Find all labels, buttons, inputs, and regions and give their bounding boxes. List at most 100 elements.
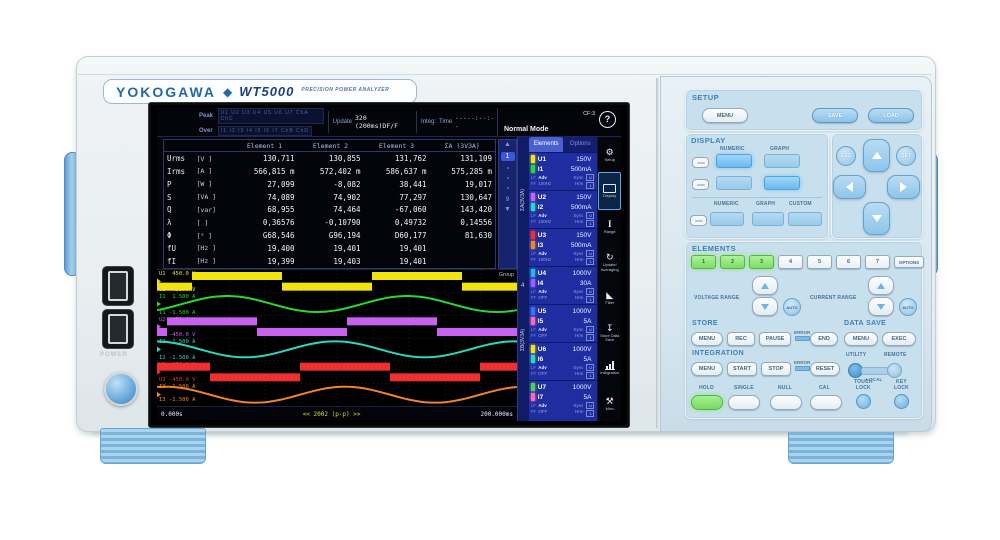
rail-item-range[interactable]: I Range: [598, 210, 621, 245]
data-save-menu-button[interactable]: MENU: [844, 332, 878, 346]
up-arrow-button[interactable]: [863, 139, 890, 172]
page-down-icon[interactable]: ▼: [504, 206, 511, 213]
element-button-2[interactable]: 2: [720, 255, 745, 269]
right-arrow-button[interactable]: [887, 175, 920, 199]
element-button-6[interactable]: 6: [836, 255, 861, 269]
numeric-label-3: NUMERIC: [714, 201, 739, 207]
left-arrow-button[interactable]: [833, 175, 866, 199]
element-button-3[interactable]: 3: [749, 255, 774, 269]
brand-diamond-icon: ◆: [223, 84, 233, 99]
down-arrow-icon: [871, 215, 882, 222]
single-button[interactable]: [728, 395, 760, 410]
rail-item-filter[interactable]: ◣ Filter: [598, 280, 621, 315]
voltage-up-button[interactable]: [752, 276, 778, 295]
numeric-button-3[interactable]: [710, 212, 744, 226]
voltage-down-button[interactable]: [752, 297, 778, 316]
left-arrow-icon: [846, 182, 853, 192]
elements-sidebar: Elements Options U1 150V I1 500mA LF FF Adv 100…: [528, 137, 598, 421]
door-hinge: [656, 78, 659, 428]
hold-button[interactable]: [691, 395, 723, 410]
voltage-auto-button[interactable]: AUTO: [783, 298, 801, 316]
graph-button-2[interactable]: [764, 176, 800, 190]
load-button[interactable]: LOAD: [868, 108, 914, 123]
null-label: NULL: [778, 385, 793, 391]
column-header: [163, 139, 194, 152]
left-foot: [100, 428, 206, 464]
setup-menu-button[interactable]: MENU: [702, 108, 748, 123]
rail-item-label: Display: [603, 192, 617, 198]
page-up-icon[interactable]: ▲: [504, 141, 511, 148]
integration-start-button[interactable]: START: [727, 362, 757, 376]
current-auto-button[interactable]: AUTO: [899, 298, 917, 316]
store-end-button[interactable]: END: [810, 332, 838, 346]
channel-color-marker: [530, 345, 535, 353]
save-button[interactable]: SAVE: [812, 108, 858, 123]
element-channel-item[interactable]: U4 1000V I4 30A LF FF Adv OFF Sync Hrm U 1: [528, 266, 598, 304]
graph-label-1: GRAPH: [770, 146, 790, 152]
usb-port-1[interactable]: [102, 266, 134, 306]
rail-item-misc[interactable]: ⚒ Misc: [598, 386, 621, 421]
element-button-7[interactable]: 7: [865, 255, 890, 269]
store-rec-button[interactable]: REC: [727, 332, 755, 346]
custom-button-3[interactable]: [788, 212, 822, 226]
store-error-indicator: ERROR: [794, 330, 810, 341]
element-button-5[interactable]: 5: [807, 255, 832, 269]
rail-item-store-data-save[interactable]: ↧ Store Data Save: [598, 315, 621, 350]
current-up-button[interactable]: [868, 276, 894, 295]
store-menu-button[interactable]: MENU: [691, 332, 723, 346]
waveform-scale-label: I2 -1.500 A: [159, 355, 196, 361]
setup-icon: ⚙: [605, 146, 614, 157]
display-led-2: [692, 179, 709, 190]
options-button[interactable]: OPTIONS: [894, 256, 924, 268]
element-channel-item[interactable]: U7 1000V I7 5A LF FF Adv OFF Sync Hrm U 1: [528, 380, 598, 418]
power-button[interactable]: [104, 372, 138, 406]
page-scrollbar[interactable]: ▲ 1 9 ▼: [498, 139, 517, 269]
remote-knob[interactable]: [887, 363, 902, 378]
tab-elements[interactable]: Elements: [528, 137, 564, 152]
help-icon[interactable]: ?: [599, 111, 616, 128]
waveform-scale-label: U2 450.0 V: [159, 317, 196, 323]
set-button[interactable]: SET: [896, 146, 916, 166]
model-tagline: PRECISION POWER ANALYZER: [301, 86, 390, 93]
numeric-button-2[interactable]: [716, 176, 752, 190]
cal-button[interactable]: [810, 395, 842, 410]
current-down-button[interactable]: [868, 297, 894, 316]
integration-menu-button[interactable]: MENU: [691, 362, 723, 376]
voltage-range-rocker[interactable]: [752, 276, 778, 316]
measurement-row: P [W ] 27,099 -8,082 38,441 19,017: [167, 179, 492, 189]
null-button[interactable]: [770, 395, 802, 410]
numeric-button-1[interactable]: [716, 154, 752, 168]
element-channel-item[interactable]: U2 150V I2 500mA LF FF Adv 100Hz Sync Hrm U 1: [528, 190, 598, 228]
store-pause-button[interactable]: PAUSE: [759, 332, 791, 346]
element-button-1[interactable]: 1: [691, 255, 716, 269]
integration-stop-button[interactable]: STOP: [761, 362, 791, 376]
rail-item-setup[interactable]: ⚙ Setup: [598, 137, 621, 172]
esc-button[interactable]: ESC: [836, 146, 856, 166]
graph-button-1[interactable]: [764, 154, 800, 168]
tab-options[interactable]: Options: [563, 137, 598, 152]
touch-menu-rail: ⚙ Setup Display I Range ↻ Update/ Averaging ◣ Fi…: [597, 137, 621, 421]
element-button-4[interactable]: 4: [778, 255, 803, 269]
rail-item-integration[interactable]: Integration: [598, 351, 621, 386]
element-channel-item[interactable]: U6 1000V I6 5A LF FF Adv OFF Sync Hrm U 1: [528, 342, 598, 380]
data-save-exec-button[interactable]: EXEC: [882, 332, 916, 346]
display-led-1: [692, 157, 709, 168]
display-led-3: [690, 215, 707, 226]
touch-lock-button[interactable]: [856, 394, 871, 409]
key-lock-button[interactable]: [894, 394, 909, 409]
element-channel-item[interactable]: U3 150V I3 500mA LF FF Adv 100Hz Sync Hrm U 1: [528, 228, 598, 266]
usb-port-2[interactable]: [102, 309, 134, 349]
current-range-rocker[interactable]: [868, 276, 894, 316]
down-arrow-button[interactable]: [863, 202, 890, 235]
numeric-label-1: NUMERIC: [720, 146, 745, 152]
graph-button-3[interactable]: [752, 212, 784, 226]
key-lock-label: KEY LOCK: [894, 379, 909, 391]
rail-item-update-averaging[interactable]: ↻ Update/ Averaging: [598, 245, 621, 280]
integration-reset-button[interactable]: RESET: [810, 362, 840, 376]
utility-remote-toggle[interactable]: [848, 363, 902, 378]
crest-factor: CF:3: [583, 111, 595, 117]
measurement-row: Urms [V ] 130,711 130,855 131,762 131,109: [167, 154, 492, 164]
element-channel-item[interactable]: U5 1000V I5 5A LF FF Adv OFF Sync Hrm U 1: [528, 304, 598, 342]
rail-item-display[interactable]: Display: [598, 172, 621, 210]
element-channel-item[interactable]: U1 150V I1 500mA LF FF Adv 100Hz Sync Hrm U 1: [528, 152, 598, 190]
